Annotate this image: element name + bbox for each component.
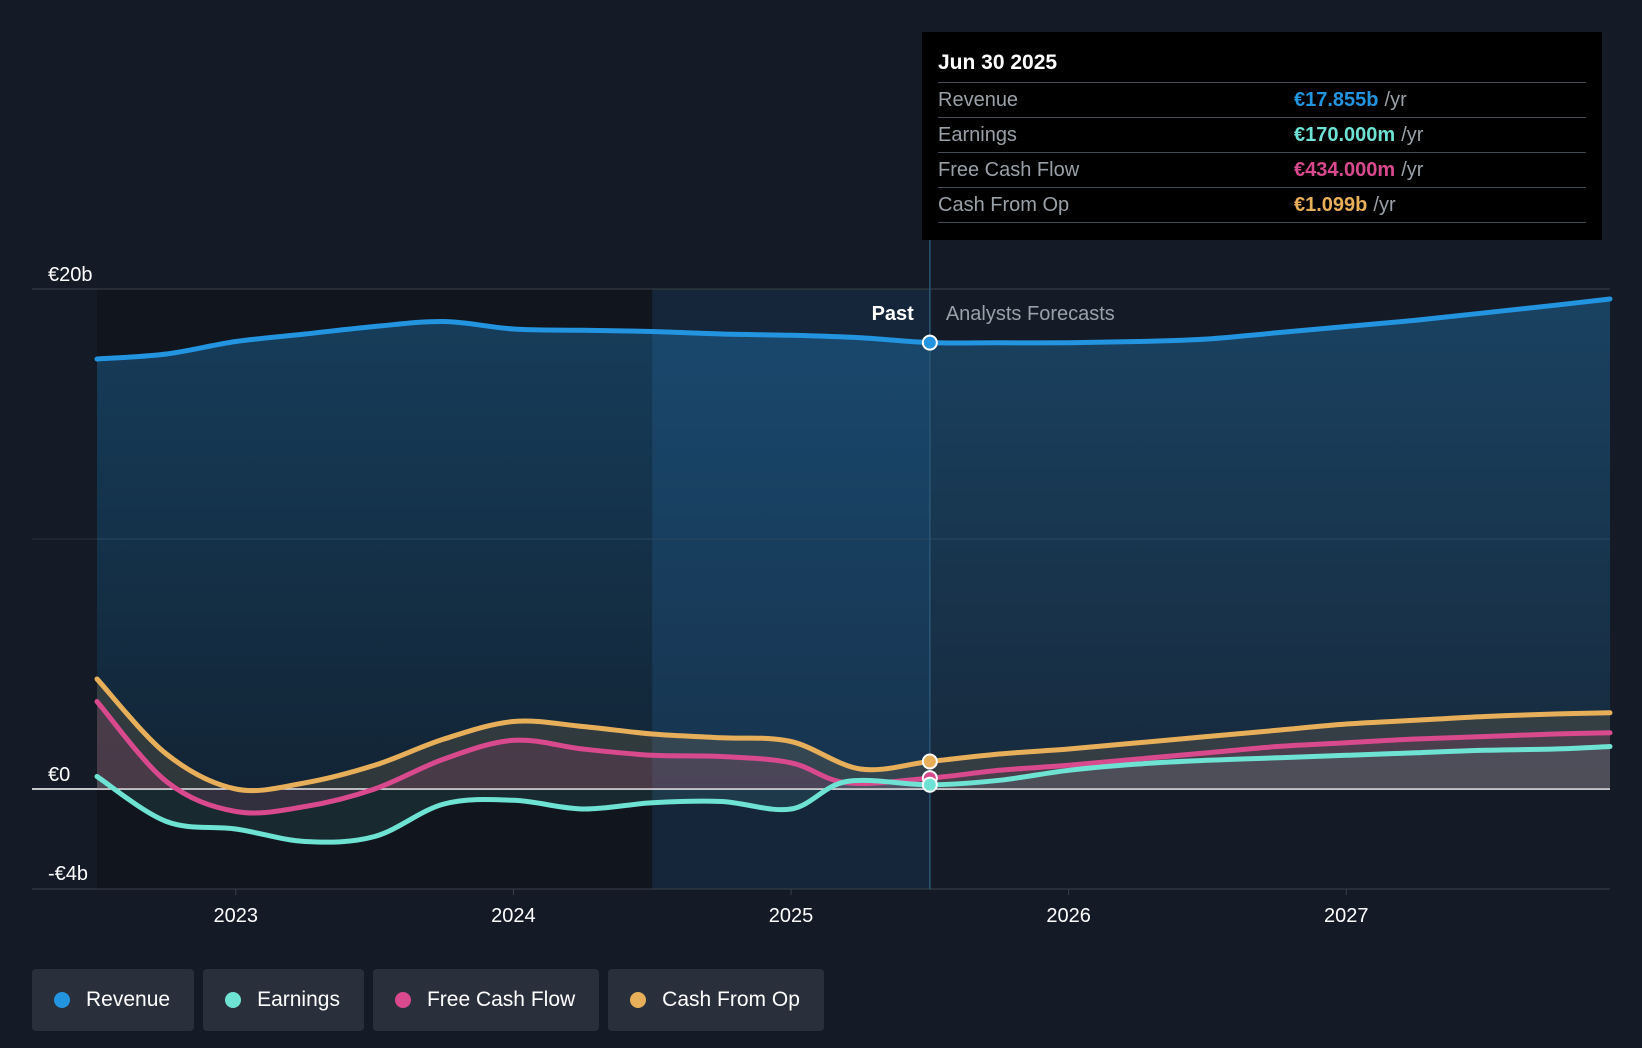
tooltip-unit: /yr xyxy=(1373,193,1396,216)
legend-label: Revenue xyxy=(86,988,171,1011)
legend-dot-icon xyxy=(54,992,70,1008)
tooltip-label: Revenue xyxy=(938,88,1019,111)
x-tick-label: 2025 xyxy=(769,905,814,927)
marker-cash-from-op xyxy=(921,753,938,770)
legend-label: Free Cash Flow xyxy=(426,988,576,1011)
legend-item-cash-from-op[interactable]: Cash From Op xyxy=(608,969,824,1031)
tooltip-row-revenue: Revenue €17.855b /yr xyxy=(938,83,1586,118)
y-tick-label: €0 xyxy=(48,764,70,786)
area-cash-from-op xyxy=(97,679,1610,791)
forecast-label: Analysts Forecasts xyxy=(946,303,1115,325)
marker-earnings xyxy=(921,776,938,793)
tooltip-label: Cash From Op xyxy=(938,193,1070,216)
tooltip-row-cash-from-op: Cash From Op €1.099b /yr xyxy=(938,188,1586,223)
area-free-cash-flow xyxy=(97,701,1610,814)
legend-item-revenue[interactable]: Revenue xyxy=(32,969,195,1031)
tooltip-label: Free Cash Flow xyxy=(938,158,1080,181)
legend-dot-icon xyxy=(225,992,242,1008)
tooltip-label: Earnings xyxy=(938,123,1017,146)
past-label: Past xyxy=(872,303,915,325)
area-earnings xyxy=(97,746,1610,843)
line-cash-from-op xyxy=(94,676,1613,794)
tooltip-unit: /yr xyxy=(1401,123,1424,146)
tooltip-value: €17.855b xyxy=(1294,88,1379,111)
line-revenue xyxy=(94,296,1613,362)
y-tick-label: €20b xyxy=(48,264,93,286)
legend-dot-icon xyxy=(394,992,411,1008)
x-axis: 2023 2024 2025 2026 2027 xyxy=(214,889,1369,927)
tooltip-row-free-cash-flow: Free Cash Flow €434.000m /yr xyxy=(938,153,1586,188)
tooltip-row-earnings: Earnings €170.000m /yr xyxy=(938,118,1586,153)
x-tick-label: 2027 xyxy=(1324,905,1369,927)
legend-item-earnings[interactable]: Earnings xyxy=(203,969,364,1031)
y-axis: €20b €0 -€4b xyxy=(48,264,93,885)
legend-label: Earnings xyxy=(257,988,340,1011)
area-revenue xyxy=(97,299,1610,789)
tooltip-value: €434.000m xyxy=(1294,158,1396,181)
x-tick-label: 2023 xyxy=(214,905,259,927)
tooltip: Jun 30 2025 Revenue €17.855b /yr Earning… xyxy=(922,32,1602,240)
tooltip-date: Jun 30 2025 xyxy=(938,48,1586,83)
tooltip-unit: /yr xyxy=(1401,158,1424,181)
series-lines xyxy=(94,296,1613,845)
legend: Revenue Earnings Free Cash Flow Cash Fro… xyxy=(32,969,824,1031)
series-areas xyxy=(97,299,1610,843)
legend-dot-icon xyxy=(630,992,647,1008)
x-tick-label: 2026 xyxy=(1046,905,1091,927)
x-tick-label: 2024 xyxy=(491,905,536,927)
tooltip-value: €170.000m xyxy=(1294,123,1396,146)
legend-label: Cash From Op xyxy=(662,988,800,1011)
tooltip-value: €1.099b xyxy=(1294,193,1368,216)
series-markers xyxy=(921,334,938,793)
line-earnings xyxy=(94,744,1613,845)
tooltip-unit: /yr xyxy=(1384,88,1407,111)
y-tick-label: -€4b xyxy=(48,863,88,885)
legend-item-free-cash-flow[interactable]: Free Cash Flow xyxy=(372,969,600,1031)
marker-revenue xyxy=(921,334,938,351)
